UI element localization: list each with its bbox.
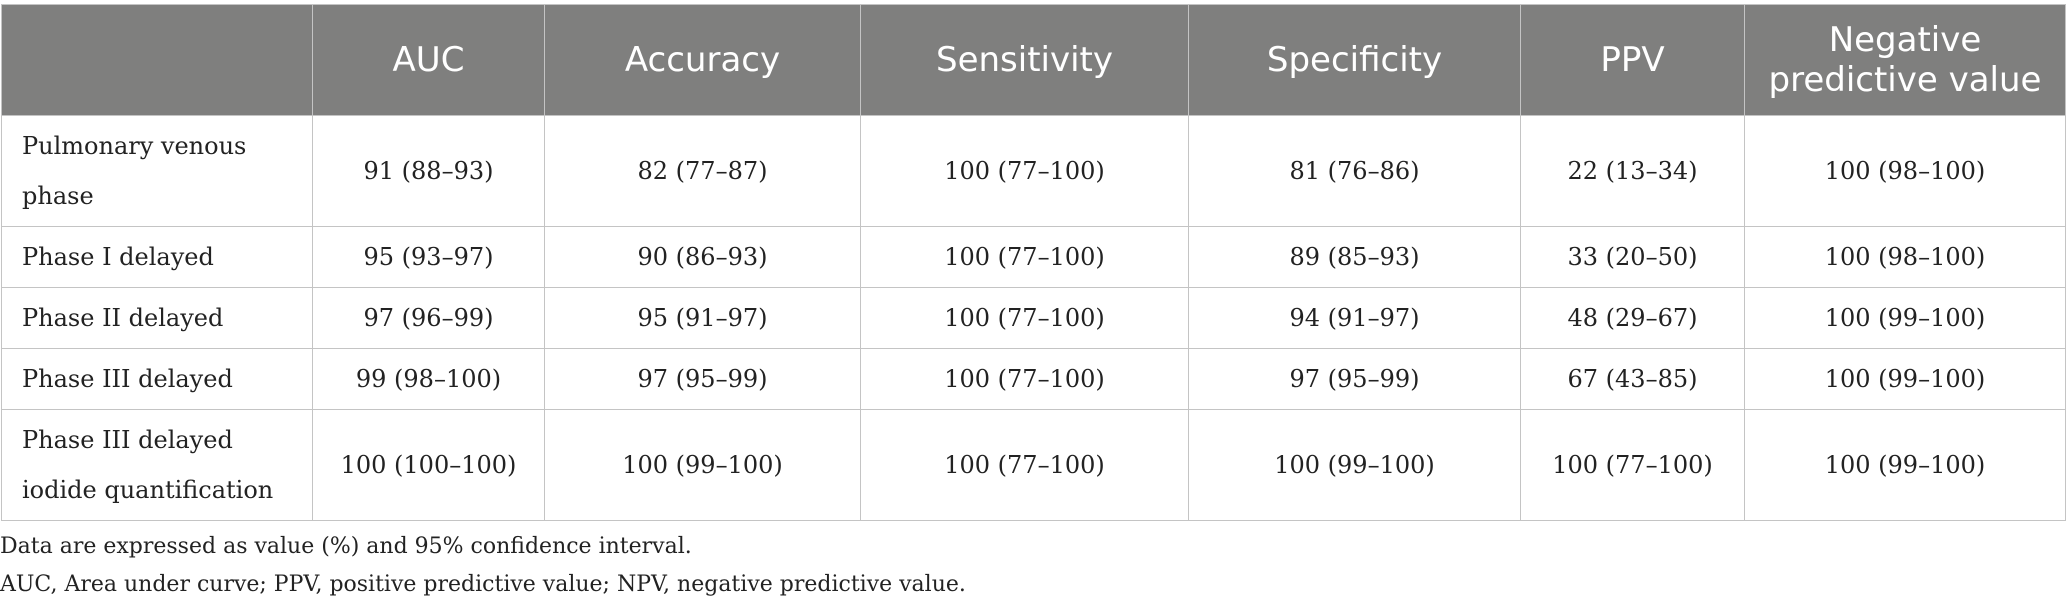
cell-ppv: 48 (29–67): [1520, 287, 1745, 349]
cell-auc: 95 (93–97): [312, 226, 545, 288]
cell-npv: 100 (99–100): [1744, 287, 2066, 349]
table-row: Pulmonary venous phase 91 (88–93) 82 (77…: [1, 115, 2066, 227]
diagnostic-performance-table: AUC Accuracy Sensitivity Specificity PPV…: [1, 4, 2066, 521]
footnote-data-expression: Data are expressed as value (%) and 95% …: [0, 534, 692, 559]
cell-auc: 100 (100–100): [312, 409, 545, 521]
cell-accuracy: 100 (99–100): [544, 409, 861, 521]
table-row: Phase I delayed 95 (93–97) 90 (86–93) 10…: [1, 226, 2066, 288]
header-cell-specificity: Specificity: [1188, 4, 1521, 116]
cell-specificity: 97 (95–99): [1188, 348, 1521, 410]
cell-specificity: 94 (91–97): [1188, 287, 1521, 349]
cell-accuracy: 90 (86–93): [544, 226, 861, 288]
cell-accuracy: 97 (95–99): [544, 348, 861, 410]
row-label: Phase III delayed: [1, 348, 313, 410]
cell-sensitivity: 100 (77–100): [860, 226, 1189, 288]
table-row: Phase II delayed 97 (96–99) 95 (91–97) 1…: [1, 287, 2066, 349]
cell-specificity: 89 (85–93): [1188, 226, 1521, 288]
cell-sensitivity: 100 (77–100): [860, 287, 1189, 349]
cell-npv: 100 (98–100): [1744, 115, 2066, 227]
cell-auc: 99 (98–100): [312, 348, 545, 410]
cell-accuracy: 82 (77–87): [544, 115, 861, 227]
header-cell-auc: AUC: [312, 4, 545, 116]
header-cell-ppv: PPV: [1520, 4, 1745, 116]
cell-sensitivity: 100 (77–100): [860, 409, 1189, 521]
cell-auc: 91 (88–93): [312, 115, 545, 227]
cell-specificity: 100 (99–100): [1188, 409, 1521, 521]
cell-accuracy: 95 (91–97): [544, 287, 861, 349]
cell-sensitivity: 100 (77–100): [860, 348, 1189, 410]
header-cell-accuracy: Accuracy: [544, 4, 861, 116]
row-label: Phase I delayed: [1, 226, 313, 288]
cell-ppv: 100 (77–100): [1520, 409, 1745, 521]
cell-ppv: 33 (20–50): [1520, 226, 1745, 288]
header-cell-blank: [1, 4, 313, 116]
row-label: Pulmonary venous phase: [1, 115, 313, 227]
header-cell-npv: Negative predictive value: [1744, 4, 2066, 116]
header-cell-sensitivity: Sensitivity: [860, 4, 1189, 116]
cell-sensitivity: 100 (77–100): [860, 115, 1189, 227]
cell-specificity: 81 (76–86): [1188, 115, 1521, 227]
cell-npv: 100 (99–100): [1744, 409, 2066, 521]
header-row: AUC Accuracy Sensitivity Specificity PPV…: [1, 4, 2066, 116]
cell-npv: 100 (98–100): [1744, 226, 2066, 288]
row-label: Phase III delayed iodide quantification: [1, 409, 313, 521]
table-row: Phase III delayed 99 (98–100) 97 (95–99)…: [1, 348, 2066, 410]
cell-auc: 97 (96–99): [312, 287, 545, 349]
cell-ppv: 22 (13–34): [1520, 115, 1745, 227]
row-label: Phase II delayed: [1, 287, 313, 349]
footnote-abbreviations: AUC, Area under curve; PPV, positive pre…: [0, 572, 966, 597]
table-row: Phase III delayed iodide quantification …: [1, 409, 2066, 521]
cell-ppv: 67 (43–85): [1520, 348, 1745, 410]
cell-npv: 100 (99–100): [1744, 348, 2066, 410]
